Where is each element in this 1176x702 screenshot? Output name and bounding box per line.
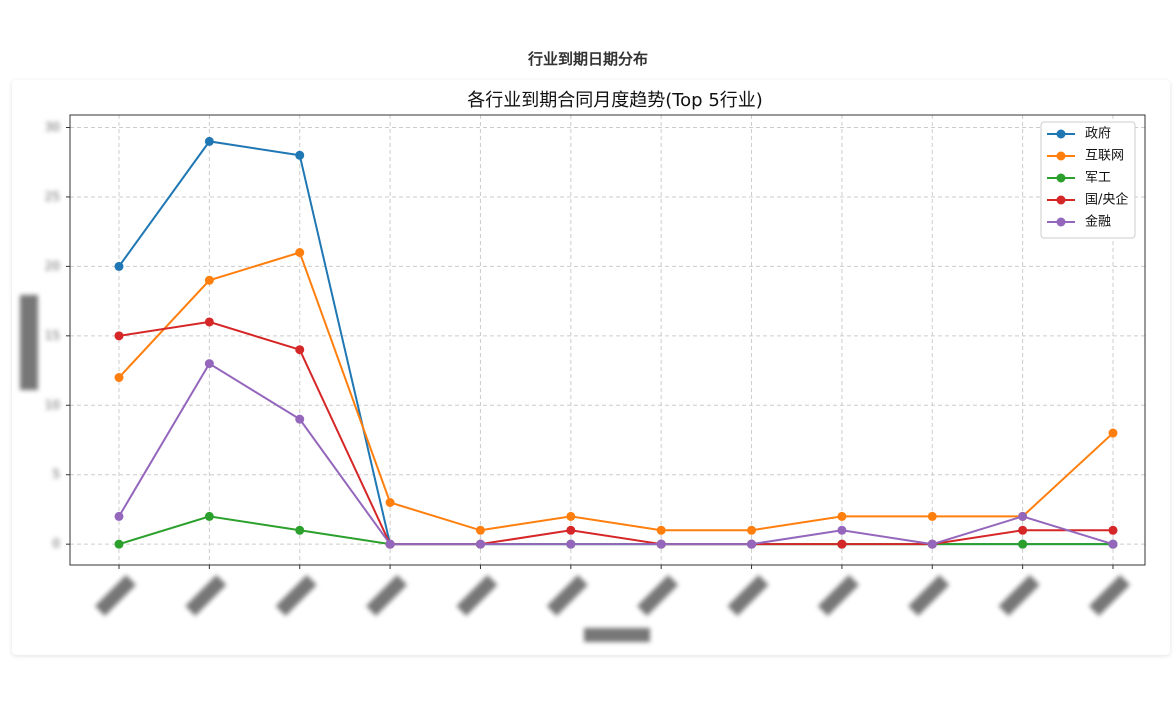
y-tick-label: 15: [45, 328, 60, 342]
point: [295, 150, 305, 160]
x-tick-label-blurred: [94, 574, 136, 616]
point: [747, 539, 757, 549]
chart-title: 各行业到期合同月度趋势(Top 5行业): [467, 90, 763, 111]
point: [656, 525, 666, 535]
x-tick-label-blurred: [275, 574, 317, 616]
y-tick-label: 10: [45, 398, 60, 412]
series-line: [118, 140, 1113, 546]
point: [295, 345, 305, 355]
point: [114, 373, 124, 382]
x-tick-label-blurred: [727, 574, 769, 616]
point: [747, 525, 757, 535]
card: [12, 80, 1170, 655]
series-line: [118, 320, 1113, 546]
legend-marker: [1056, 151, 1066, 161]
x-tick-label-blurred: [185, 574, 227, 616]
point: [475, 525, 485, 535]
point: [204, 275, 214, 285]
point: [295, 248, 305, 257]
point: [204, 359, 214, 369]
x-tick-label-blurred: [908, 574, 950, 616]
legend-marker: [1056, 195, 1066, 205]
point: [566, 525, 576, 535]
legend-label: 军工: [1085, 171, 1111, 186]
point: [114, 511, 124, 521]
point: [204, 317, 214, 327]
legend-label: 金融: [1085, 214, 1111, 230]
point: [475, 539, 485, 549]
legend-label: 互联网: [1085, 149, 1124, 164]
y-tick-label: 5: [52, 467, 60, 481]
legend-label: 政府: [1085, 127, 1111, 142]
x-tick-label-blurred: [366, 574, 408, 616]
point: [1108, 539, 1118, 549]
point: [1018, 539, 1028, 549]
x-axis-label-blurred: [584, 628, 650, 642]
point: [385, 539, 395, 549]
point: [1108, 428, 1118, 438]
y-tick-label: 0: [52, 537, 60, 551]
y-tick-label: 20: [45, 259, 60, 273]
point: [295, 525, 305, 535]
point: [204, 511, 214, 521]
legend-label: 国/央企: [1085, 192, 1128, 208]
x-tick-label-blurred: [998, 574, 1040, 616]
x-tick-label-blurred: [817, 574, 859, 616]
x-tick-label-blurred: [546, 574, 588, 616]
point: [656, 539, 666, 549]
point: [927, 511, 937, 521]
y-tick-label: 30: [45, 120, 60, 134]
point: [837, 511, 847, 521]
point: [114, 539, 124, 549]
point: [1108, 525, 1118, 535]
page-title: 行业到期日期分布: [527, 50, 648, 68]
point: [566, 539, 576, 549]
legend-marker: [1056, 129, 1066, 139]
point: [927, 539, 937, 549]
x-tick-label-blurred: [1088, 574, 1130, 616]
point: [566, 511, 576, 521]
series-line: [118, 251, 1114, 532]
y-tick-label: 25: [45, 189, 60, 203]
point: [837, 539, 847, 549]
y-axis-label-blurred: [20, 295, 38, 390]
plot-frame: [69, 114, 1146, 566]
point: [385, 498, 395, 507]
point: [114, 331, 124, 341]
x-tick-label-blurred: [637, 574, 679, 616]
point: [114, 261, 124, 271]
point: [1018, 525, 1028, 535]
legend-marker: [1056, 217, 1066, 227]
legend-marker: [1056, 173, 1066, 183]
point: [295, 414, 305, 424]
series-line: [118, 362, 1114, 546]
point: [204, 136, 214, 146]
legend-box: [1040, 121, 1136, 239]
point: [1018, 511, 1028, 521]
x-tick-label-blurred: [456, 574, 498, 616]
point: [837, 525, 847, 535]
